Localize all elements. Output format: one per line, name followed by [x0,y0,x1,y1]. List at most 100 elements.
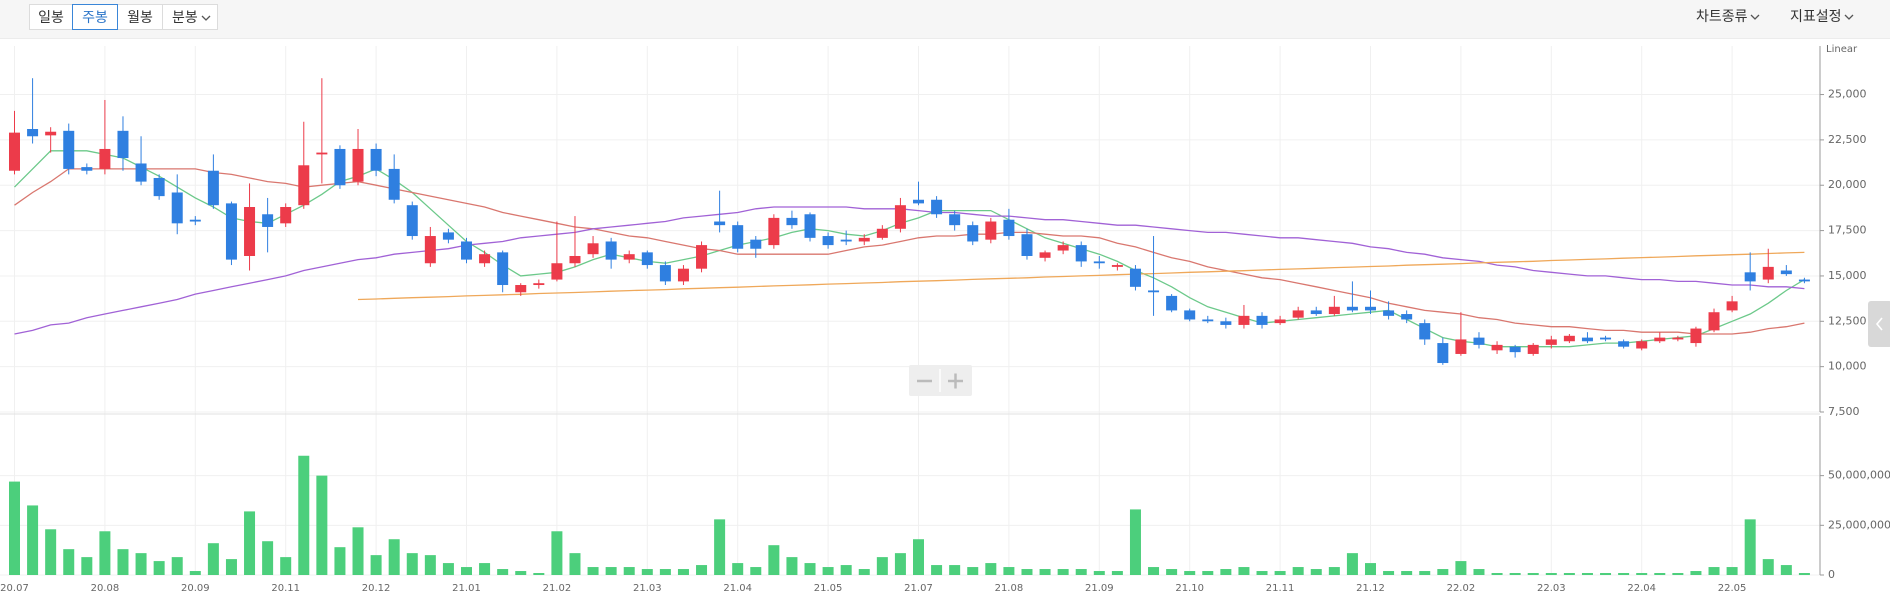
moving-average-line [14,168,1805,335]
volume-bar [442,563,454,575]
candle-body [1491,344,1503,351]
candle-body [1075,245,1087,262]
volume-bar [117,549,129,575]
volume-bar [1328,567,1340,575]
period-button[interactable]: 일봉 [29,4,73,30]
volume-bar [334,547,346,575]
volume-bar [1636,573,1648,575]
volume-bar [1744,519,1756,575]
volume-bar [840,565,852,575]
x-tick-label: 21.02 [543,583,572,594]
candle-body [9,132,20,171]
volume-bar [153,561,165,575]
volume-bar [9,481,20,575]
candle-body [641,252,653,266]
candle-body [1726,301,1738,311]
volume-bar [1690,571,1702,575]
zoom-in[interactable] [948,373,963,389]
x-tick-label: 20.09 [181,583,210,594]
candle-body [63,130,75,169]
candle-body [696,245,708,269]
candle-body [316,152,328,155]
period-button[interactable]: 분봉 [162,4,218,30]
candle-body [931,199,943,215]
volume-bar [949,565,961,575]
volume-bar [714,519,726,575]
y-tick-label: 12,500 [1828,314,1867,327]
candle-body [804,214,816,238]
x-tick-label: 21.03 [633,583,662,594]
x-tick-label: 21.04 [723,583,752,594]
candle-body [298,165,310,206]
moving-averages [14,150,1805,348]
candle-body [949,214,961,226]
candle-body [1744,272,1756,282]
candle-body [1636,341,1648,349]
candle-body [1346,306,1358,311]
candle-body [894,205,906,229]
volume-bar [1618,573,1630,575]
volume-bar [207,543,219,575]
volume-bar [677,569,689,575]
candle-body [1437,343,1449,364]
volume-bar [1708,567,1720,575]
volume-bar [171,557,183,575]
chevron [1844,14,1853,20]
menu-button[interactable]: 지표설정 [1790,4,1854,30]
volume-bar [1039,569,1051,575]
volume-bar [1310,569,1322,575]
x-tick-label: 22.04 [1627,583,1656,594]
volume-bar [1166,569,1178,575]
volume-bar [587,567,599,575]
candle-body [714,221,726,226]
candle-body [1365,306,1376,311]
volume-tick-label: 50,000,000 [1828,469,1890,482]
candle-body [1618,341,1630,347]
moving-average-line [14,206,1805,335]
label: 차트종류 [1696,9,1748,25]
chevron [1750,14,1759,20]
volume-tick-label: 0 [1828,568,1835,581]
side-tab-bg [1868,301,1890,347]
volume-bar [1437,569,1449,575]
side-tab[interactable] [1868,301,1890,347]
candle-body [1527,344,1539,354]
volume-bar [659,569,671,575]
candle-body [1762,266,1774,280]
volume-tick-label: 25,000,000 [1828,518,1890,531]
volume-bar [985,563,997,575]
candle-body [135,163,147,182]
volume-panel [9,455,1810,575]
candle-body [1401,314,1413,320]
y-tick-label: 17,500 [1828,224,1867,237]
x-tick-label: 20.12 [362,583,391,594]
volume-bar [1238,567,1250,575]
candle-body [750,239,762,249]
y-tick-label: 7,500 [1828,405,1860,418]
volume-bar [569,553,581,575]
volume-bar [1563,573,1575,575]
x-tick-label: 21.01 [452,583,481,594]
x-tick-label: 22.05 [1718,583,1747,594]
candle-body [207,170,219,206]
candle-body [876,228,888,238]
candle-body [461,241,472,260]
candle-body [1202,319,1214,322]
volume-bar [1184,571,1196,575]
candle-body [27,129,39,137]
period-button[interactable]: 월봉 [117,4,163,30]
candle-body [189,219,201,222]
y-tick-label: 20,000 [1828,178,1867,191]
volume-bar [1202,571,1214,575]
volume-bar [876,557,888,575]
volume-bar [352,527,364,575]
side-tab-arrow [1875,317,1883,331]
candle-body [117,130,129,159]
menu-button[interactable]: 차트종류 [1696,4,1760,30]
x-tick-label: 20.11 [271,583,300,594]
x-tick-label: 21.10 [1175,583,1204,594]
volume-bar [1798,573,1810,575]
candle-body [1654,337,1666,342]
period-button[interactable]: 주봉 [72,4,118,30]
